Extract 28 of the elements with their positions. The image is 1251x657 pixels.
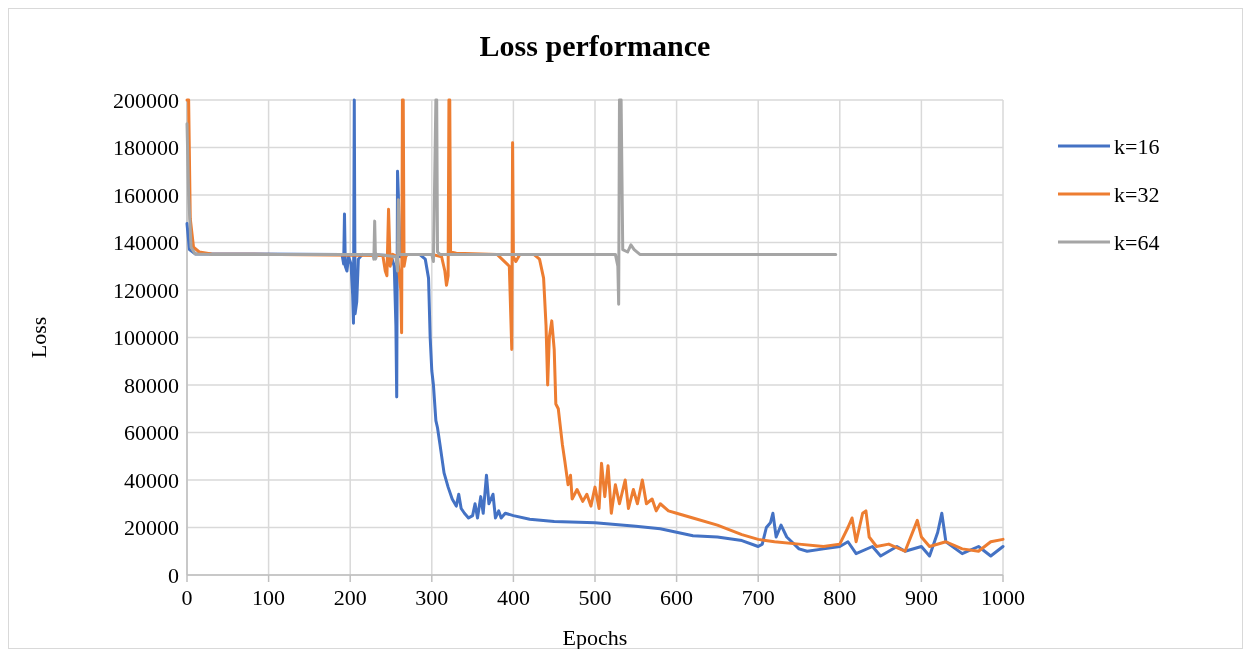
legend-label: k=16 <box>1114 133 1160 159</box>
y-tick-label: 140000 <box>113 230 179 256</box>
line-series <box>185 98 838 306</box>
y-tick-label: 180000 <box>113 135 179 161</box>
legend-label: k=32 <box>1114 181 1160 207</box>
y-tick-label: 40000 <box>124 467 179 493</box>
y-tick-label: 20000 <box>124 515 179 541</box>
y-tick-label: 80000 <box>124 372 179 398</box>
x-tick-label: 800 <box>823 585 857 610</box>
y-tick-label: 100000 <box>113 325 179 351</box>
y-tick-label: 200000 <box>113 87 179 113</box>
y-tick-label: 160000 <box>113 182 179 208</box>
x-tick-label: 900 <box>904 585 938 610</box>
legend-label: k=64 <box>1114 229 1160 255</box>
y-axis-title: Loss <box>26 316 51 359</box>
y-tick-label: 120000 <box>113 277 179 303</box>
x-tick-label: 600 <box>660 585 694 610</box>
x-tick-label: 200 <box>333 585 367 610</box>
chart-title: Loss performance <box>479 29 711 62</box>
x-tick-label: 500 <box>578 585 612 610</box>
y-tick-label: 60000 <box>124 420 179 446</box>
x-tick-label: 400 <box>496 585 530 610</box>
y-tick-label: 0 <box>168 562 179 588</box>
x-tick-label: 100 <box>252 585 286 610</box>
x-axis-title: Epochs <box>562 625 628 650</box>
x-tick-label: 700 <box>741 585 775 610</box>
x-tick-label: 300 <box>415 585 449 610</box>
x-tick-label: 1000 <box>981 585 1025 610</box>
